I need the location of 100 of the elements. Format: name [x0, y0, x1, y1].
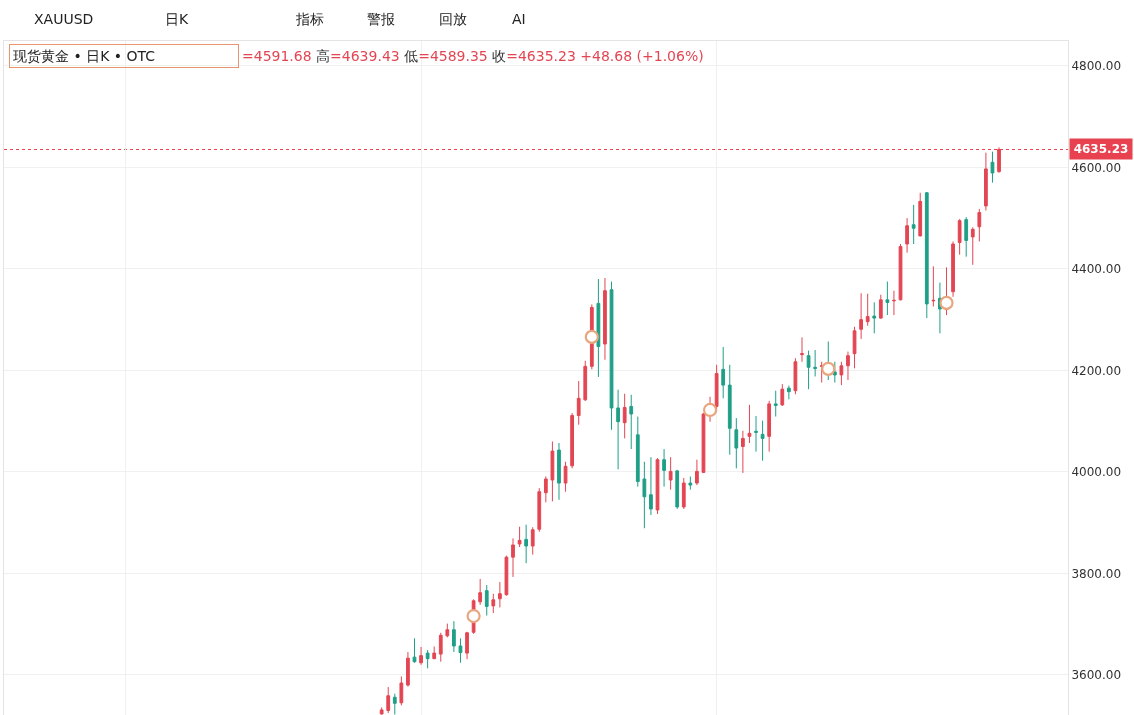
candlestick	[924, 191, 929, 319]
y-tick-label: 4200.00	[1071, 363, 1122, 378]
point	[584, 329, 599, 344]
candlestick	[970, 226, 975, 266]
y-tick-label: 4600.00	[1071, 160, 1122, 175]
candlestick	[754, 415, 758, 453]
candlestick	[412, 637, 417, 664]
point	[939, 295, 954, 310]
candlestick	[721, 346, 726, 399]
candlestick	[931, 265, 936, 307]
candlestick	[839, 361, 844, 386]
candlestick	[773, 390, 778, 418]
candlestick	[484, 584, 489, 617]
y-tick-label: 4000.00	[1071, 465, 1122, 480]
candlestick	[806, 350, 811, 390]
point	[466, 608, 481, 624]
candlestick	[458, 637, 463, 664]
candlestick	[786, 385, 791, 400]
candlestick	[524, 524, 529, 564]
candlestick	[465, 631, 469, 660]
candlestick	[609, 281, 614, 431]
candlestick	[537, 487, 542, 533]
candlestick	[425, 649, 430, 669]
candlestick	[530, 526, 535, 556]
candlestick	[478, 578, 483, 606]
candlestick	[563, 461, 568, 493]
candlestick	[990, 151, 995, 184]
candlestick	[438, 632, 443, 663]
candlestick	[432, 645, 437, 660]
candlestick	[642, 461, 647, 529]
candlestick	[511, 537, 515, 578]
candlestick	[701, 412, 706, 474]
candlestick	[681, 477, 686, 510]
candlestick	[885, 281, 890, 316]
candlestick	[629, 394, 634, 450]
candlestick	[498, 581, 502, 608]
candlestick	[517, 526, 522, 548]
candlestick	[655, 457, 660, 515]
candlestick	[957, 218, 962, 256]
candlestick	[491, 593, 496, 614]
candlestick	[649, 456, 653, 516]
candlestick	[898, 243, 903, 301]
candlestick	[865, 293, 870, 327]
candlestick	[813, 349, 818, 377]
candlestick	[583, 360, 588, 402]
candlestick	[675, 469, 680, 510]
candlestick	[543, 475, 548, 503]
candlestick	[800, 336, 804, 363]
candlestick	[379, 706, 384, 715]
y-tick-label: 4800.00	[1071, 59, 1122, 74]
candlestick	[846, 351, 850, 381]
text: =4591.68 高=4639.43 低=4589.35 收=4635.23 +48.68 (+1.06%)	[242, 48, 704, 64]
candlestick	[780, 383, 785, 407]
candlestick	[918, 192, 923, 237]
text: 警报	[367, 11, 395, 27]
candlestick	[760, 420, 765, 462]
candlestick	[727, 364, 732, 456]
candlestick	[596, 278, 601, 378]
candlestick	[603, 277, 607, 361]
candlestick	[504, 555, 509, 597]
candlestick	[747, 404, 752, 444]
point	[702, 402, 718, 418]
candlestick	[570, 412, 574, 469]
text: 日K	[165, 11, 189, 27]
candlestick	[419, 646, 423, 666]
y-tick-label: 3600.00	[1071, 668, 1122, 683]
candlestick	[688, 475, 693, 491]
candlestick	[984, 152, 988, 212]
candlestick	[872, 301, 877, 334]
candlestick	[832, 361, 837, 384]
candlestick	[635, 416, 640, 488]
candlestick	[386, 686, 391, 714]
candlestick	[399, 675, 404, 706]
text: 现货黄金 • 日K • OTC	[13, 48, 156, 64]
candlestick	[445, 623, 450, 638]
candlestick	[977, 208, 982, 242]
ref-line-label: 4635.23	[1073, 142, 1129, 156]
candlestick	[964, 216, 969, 258]
candlestick	[905, 217, 909, 254]
candlestick	[734, 417, 739, 469]
candlestick	[859, 292, 863, 340]
candlestick	[911, 204, 916, 245]
candlestick	[819, 361, 824, 384]
candlestick	[406, 651, 410, 688]
candlestick	[741, 430, 745, 474]
text: 指标	[295, 11, 324, 27]
candlestick	[695, 459, 699, 486]
candlestick	[852, 326, 857, 369]
candlestick	[662, 448, 666, 488]
candlestick	[452, 620, 456, 653]
candlestick	[616, 389, 620, 470]
candlestick	[550, 440, 555, 502]
candlestick	[793, 357, 798, 395]
candlestick	[392, 693, 397, 715]
y-tick-label: 3800.00	[1071, 566, 1122, 581]
candlestick	[892, 290, 896, 316]
candlestick	[557, 442, 561, 501]
text: 回放	[439, 11, 467, 27]
text: AI	[512, 11, 526, 27]
candlestick	[622, 393, 627, 439]
